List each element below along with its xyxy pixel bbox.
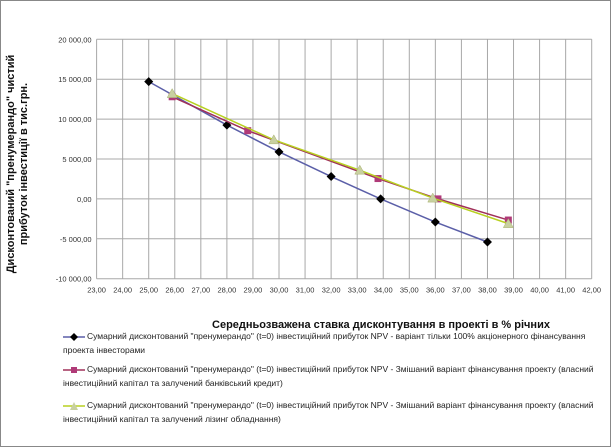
y-tick-label: 0,00 [77,195,92,204]
legend-entry-3: Сумарний дисконтований "пренумерандо" (t… [63,398,603,426]
data-point-diamond [326,172,336,182]
x-tick-label: 42,00 [582,286,601,295]
x-tick-label: 32,00 [322,286,341,295]
x-tick-label: 41,00 [556,286,575,295]
data-point-triangle [354,164,366,175]
x-tick-label: 25,00 [139,286,158,295]
legend-label: Сумарний дисконтований "пренумерандо" (t… [63,364,594,388]
data-point-triangle [166,88,178,98]
data-point-diamond [482,237,492,247]
data-point-diamond [144,77,154,87]
y-tick-label: 15 000,00 [58,75,91,84]
x-tick-label: 38,00 [478,286,497,295]
x-tick-label: 29,00 [244,286,263,295]
legend-label: Сумарний дисконтований "пренумерандо" (t… [63,331,586,355]
data-point-triangle [427,192,439,203]
x-tick-label: 40,00 [530,286,549,295]
y-tick-label: 10 000,00 [58,115,91,124]
x-tick-label: 23,00 [87,286,106,295]
x-tick-label: 39,00 [504,286,523,295]
x-tick-label: 26,00 [165,286,184,295]
x-tick-label: 37,00 [452,286,471,295]
series-line-2 [171,96,509,221]
y-tick-label: -5 000,00 [60,235,92,244]
legend-entry-1: Сумарний дисконтований "пренумерандо" (t… [63,329,603,357]
x-tick-label: 28,00 [217,286,236,295]
data-point-diamond [376,194,386,204]
x-tick-label: 34,00 [374,286,393,295]
x-tick-label: 33,00 [348,286,367,295]
x-tick-label: 35,00 [400,286,419,295]
legend-swatch-square [63,366,85,373]
legend-swatch-diamond [63,332,85,341]
data-point-triangle [268,134,280,145]
data-point-square [244,127,252,135]
data-point-square [434,195,442,203]
x-tick-label: 24,00 [113,286,132,295]
x-axis-title: Середньозважена ставка дисконтування в п… [212,319,550,331]
data-point-diamond [274,147,284,157]
legend-label: Сумарний дисконтований "пренумерандо" (t… [63,400,594,424]
x-tick-label: 27,00 [191,286,210,295]
x-tick-label: 31,00 [296,286,315,295]
legend-swatch-triangle [63,401,85,410]
data-point-triangle [502,218,514,228]
y-tick-label: 20 000,00 [58,35,91,44]
legend-entry-2: Сумарний дисконтований "пренумерандо" (t… [63,362,603,390]
data-point-square [374,175,382,183]
y-tick-label: -10 000,00 [56,275,92,284]
x-tick-label: 36,00 [426,286,445,295]
y-tick-label: 5 000,00 [62,155,91,164]
x-tick-label: 30,00 [270,286,289,295]
y-axis-title: Дисконтований "пренумерандо" чистий приб… [5,54,30,274]
data-point-diamond [430,217,440,227]
